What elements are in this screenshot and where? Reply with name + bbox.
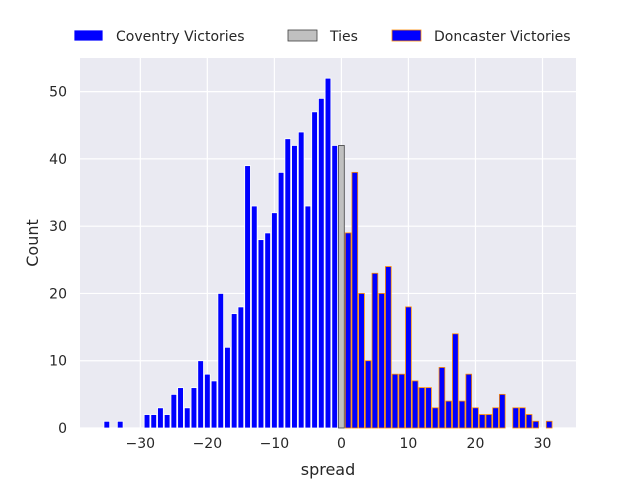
bar xyxy=(170,393,178,429)
bar xyxy=(532,420,540,429)
bar xyxy=(177,387,184,429)
bar xyxy=(210,380,218,429)
y-tick-label: 40 xyxy=(49,152,67,168)
bar xyxy=(318,97,325,429)
bar xyxy=(344,232,352,429)
bar xyxy=(405,306,412,429)
bar xyxy=(277,171,285,429)
x-tick-label: 30 xyxy=(534,436,552,452)
bar xyxy=(331,145,338,429)
bar xyxy=(425,387,432,429)
bar xyxy=(284,138,292,429)
bar xyxy=(391,373,399,429)
bar xyxy=(445,400,452,429)
legend-label: Coventry Victories xyxy=(116,29,245,45)
bar xyxy=(492,407,499,429)
bar xyxy=(371,272,379,429)
bar xyxy=(250,205,258,429)
y-tick-label: 30 xyxy=(49,219,67,235)
legend-label: Ties xyxy=(329,29,358,45)
bar xyxy=(163,414,171,429)
bar xyxy=(351,171,359,429)
bar xyxy=(217,293,225,429)
bar xyxy=(291,145,298,429)
x-axis-label: spread xyxy=(301,460,356,479)
x-tick-label: −10 xyxy=(260,436,290,452)
x-tick-label: 10 xyxy=(400,436,418,452)
bar xyxy=(190,387,198,429)
x-tick-label: 0 xyxy=(337,436,346,452)
bar xyxy=(458,400,466,429)
bar xyxy=(237,306,245,429)
bar xyxy=(512,407,519,429)
y-tick-label: 10 xyxy=(49,354,67,370)
bars-group xyxy=(103,77,553,429)
bar xyxy=(438,367,446,429)
legend: Coventry Victories Ties Doncaster Victorie… xyxy=(73,29,571,45)
bar xyxy=(452,333,459,429)
bar xyxy=(264,232,271,429)
bar xyxy=(411,380,419,429)
bar xyxy=(498,393,506,429)
bar xyxy=(297,131,305,429)
bar xyxy=(525,414,533,429)
bar xyxy=(358,293,365,429)
y-tick-label: 50 xyxy=(49,85,67,101)
bar xyxy=(103,420,111,429)
bar xyxy=(257,239,265,429)
bar xyxy=(116,420,124,429)
bar xyxy=(150,414,158,429)
y-tick-labels: 0 10 20 30 40 50 xyxy=(49,85,67,437)
bar xyxy=(230,313,238,429)
bar xyxy=(364,360,372,429)
bar xyxy=(378,293,385,429)
y-tick-label: 20 xyxy=(49,286,67,302)
bar xyxy=(304,205,312,429)
bar xyxy=(545,420,553,429)
y-axis-label: Count xyxy=(23,219,42,267)
bar xyxy=(197,360,204,429)
bar xyxy=(311,111,318,429)
bar xyxy=(478,414,486,429)
legend-swatch xyxy=(391,29,422,42)
x-tick-label: −30 xyxy=(126,436,156,452)
bar xyxy=(338,145,345,429)
bar xyxy=(418,387,426,429)
bar xyxy=(224,346,231,429)
y-tick-label: 0 xyxy=(58,421,67,437)
bar xyxy=(472,407,479,429)
bar xyxy=(271,212,278,429)
bar xyxy=(244,165,251,429)
legend-swatch xyxy=(73,29,104,42)
bar xyxy=(431,407,439,429)
legend-label: Doncaster Victories xyxy=(434,29,571,45)
bar xyxy=(204,373,211,429)
bar xyxy=(398,373,406,429)
x-tick-label: −20 xyxy=(193,436,223,452)
x-tick-label: 20 xyxy=(467,436,485,452)
bar xyxy=(157,407,164,429)
legend-swatch xyxy=(287,29,318,42)
bar xyxy=(183,407,191,429)
bar xyxy=(485,414,493,429)
bar xyxy=(519,407,526,429)
bar xyxy=(385,266,392,429)
bar xyxy=(143,414,151,429)
bar xyxy=(465,373,473,429)
bar xyxy=(324,77,332,429)
x-tick-labels: −30 −20 −10 0 10 20 30 xyxy=(126,436,552,452)
